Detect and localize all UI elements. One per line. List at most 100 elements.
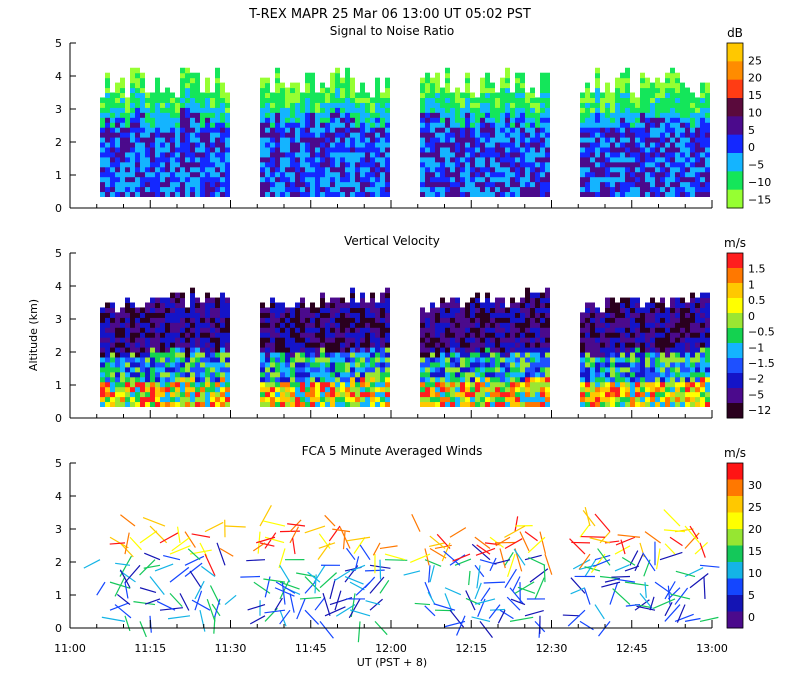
heat-cell [480,112,485,118]
heat-cell [520,322,525,328]
heat-cell [640,161,645,168]
heat-cell [305,391,310,398]
heat-cell [505,327,510,333]
heat-cell [295,142,300,148]
heat-cell [260,342,265,348]
heat-cell [175,317,180,323]
heat-cell [270,117,275,123]
heat-cell [340,186,345,193]
heat-cell [280,371,285,378]
wind-barb [224,594,237,606]
heat-cell [375,371,380,378]
heat-cell [605,132,610,138]
heat-cell [165,107,170,113]
heat-cell [635,102,640,108]
heat-cell [385,381,390,388]
heat-cell [705,317,710,323]
heat-cell [355,186,360,193]
heat-cell [595,186,600,193]
wind-barb [441,542,451,562]
heat-cell [345,371,350,378]
heat-cell [680,376,685,383]
heat-cell [580,361,585,368]
wind-barb [219,547,234,557]
heat-cell [295,186,300,193]
heat-cell [615,166,620,173]
heat-cell [370,151,375,158]
heat-cell [380,161,385,168]
heat-cell [200,327,205,333]
heat-cell [495,401,500,407]
heat-cell [295,132,300,138]
heat-cell [435,142,440,148]
heat-cell [530,302,535,308]
heat-cell [695,391,700,398]
heat-cell [505,166,510,173]
heat-cell [685,401,690,407]
heat-cell [130,127,135,133]
heat-cell [510,142,515,148]
heat-cell [345,92,350,98]
heat-cell [340,122,345,128]
heat-cell [645,317,650,323]
heat-cell [490,156,495,163]
heat-cell [345,127,350,133]
heat-cell [145,371,150,378]
heat-cell [460,391,465,398]
heat-cell [170,312,175,318]
heat-cell [670,317,675,323]
heat-cell [615,307,620,313]
heat-cell [455,117,460,123]
heat-cell [145,342,150,348]
heat-cell [630,337,635,343]
heat-cell [380,332,385,338]
heat-cell [120,102,125,108]
heat-cell [320,317,325,323]
heat-cell [535,166,540,173]
heat-cell [105,122,110,128]
heat-cell [665,77,670,84]
heat-cell [485,356,490,363]
heat-cell [160,297,165,304]
heat-cell [665,102,670,108]
heat-cell [610,151,615,158]
heat-cell [135,181,140,188]
heat-cell [365,302,370,308]
colorbar-label: 25 [748,54,762,67]
y-tick-label: 1 [55,379,62,392]
heat-cell [365,356,370,363]
heat-cell [370,146,375,153]
heat-cell [150,112,155,118]
heat-cell [360,97,365,103]
heat-cell [300,137,305,143]
heat-cell [120,82,125,89]
heat-cell [505,386,510,393]
heat-cell [290,161,295,168]
heat-cell [445,166,450,173]
heat-cell [595,401,600,407]
heat-cell [585,337,590,343]
heat-cell [670,352,675,358]
heat-cell [370,307,375,313]
heat-cell [435,97,440,103]
heat-cell [120,146,125,153]
heat-cell [510,102,515,108]
heat-cell [455,186,460,193]
heat-cell [640,156,645,163]
heat-cell [165,371,170,378]
data-block [580,292,710,407]
heat-cell [330,401,335,407]
heat-cell [700,401,705,407]
heat-cell [545,356,550,363]
heat-cell [420,307,425,313]
heat-cell [425,132,430,138]
heat-cell [705,312,710,318]
heat-cell [535,176,540,183]
heat-cell [635,332,640,338]
heat-cell [665,386,670,393]
wind-barb [143,564,161,569]
heat-cell [475,386,480,393]
heat-cell [540,191,545,197]
heat-cell [430,142,435,148]
heat-cell [695,361,700,368]
